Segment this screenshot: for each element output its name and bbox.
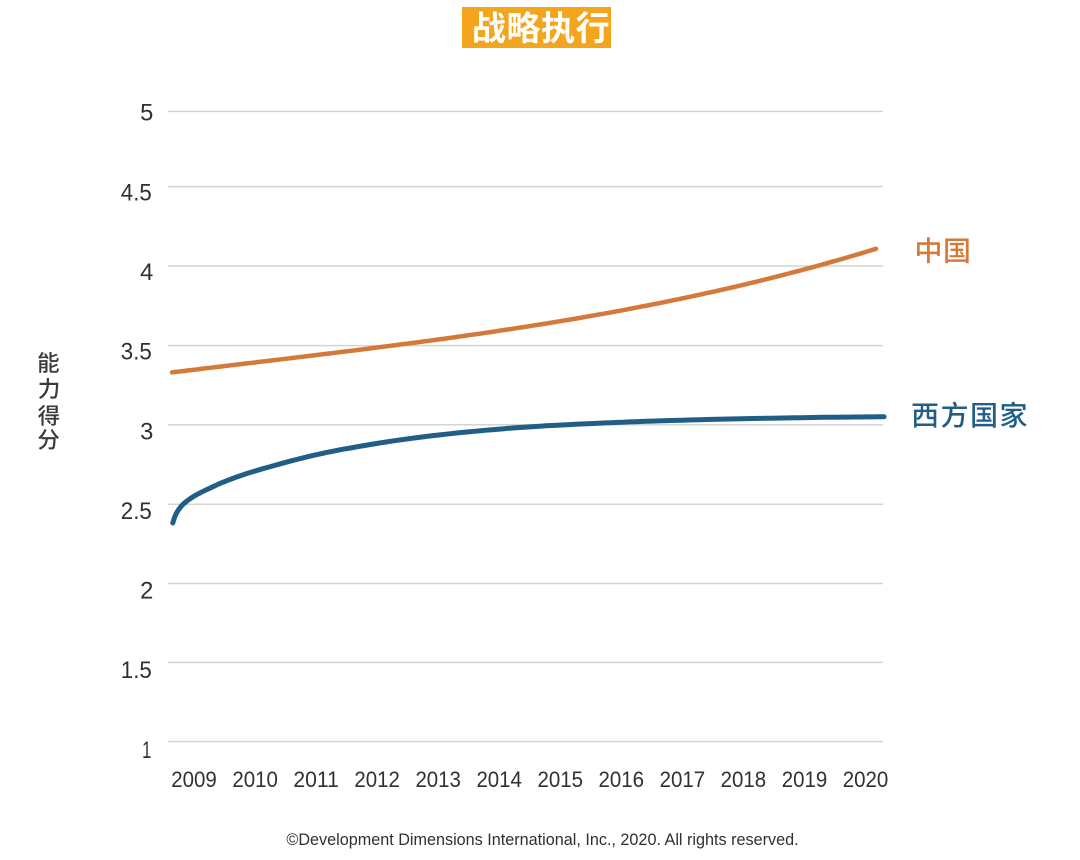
svg-text:2: 2 <box>140 578 153 605</box>
svg-text:1: 1 <box>142 737 151 764</box>
svg-text:2013: 2013 <box>415 767 461 792</box>
svg-text:2018: 2018 <box>721 767 767 792</box>
svg-text:2012: 2012 <box>354 767 400 792</box>
svg-text:4: 4 <box>140 259 153 286</box>
svg-text:3.5: 3.5 <box>121 339 152 366</box>
svg-text:2014: 2014 <box>476 767 522 792</box>
svg-text:2017: 2017 <box>660 767 706 792</box>
svg-text:2016: 2016 <box>599 767 645 792</box>
svg-text:4.5: 4.5 <box>121 179 152 206</box>
svg-text:3: 3 <box>140 418 153 445</box>
svg-text:2.5: 2.5 <box>121 498 152 525</box>
svg-text:2019: 2019 <box>782 767 828 792</box>
svg-text:2020: 2020 <box>843 767 889 792</box>
svg-text:2011: 2011 <box>293 767 339 792</box>
svg-text:1.5: 1.5 <box>121 657 152 684</box>
svg-text:2015: 2015 <box>538 767 584 792</box>
svg-text:2010: 2010 <box>232 767 278 792</box>
svg-text:5: 5 <box>140 100 153 127</box>
svg-text:2009: 2009 <box>171 767 217 792</box>
